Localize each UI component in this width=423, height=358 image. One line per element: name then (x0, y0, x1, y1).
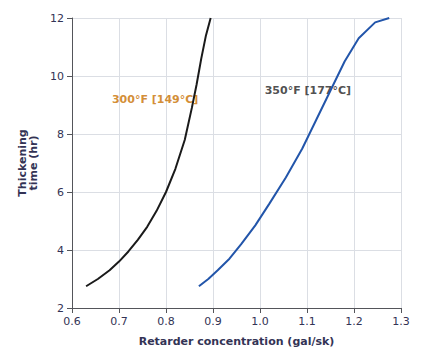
svg-text:2: 2 (57, 302, 64, 315)
svg-text:1.0: 1.0 (251, 315, 269, 328)
svg-text:0.7: 0.7 (110, 315, 128, 328)
svg-text:10: 10 (50, 70, 64, 83)
svg-text:350°F [177°C]: 350°F [177°C] (265, 84, 351, 97)
svg-text:12: 12 (50, 12, 64, 25)
svg-text:300°F [149°C]: 300°F [149°C] (112, 93, 198, 106)
svg-text:0.8: 0.8 (157, 315, 175, 328)
svg-text:4: 4 (57, 244, 64, 257)
svg-text:0.9: 0.9 (204, 315, 222, 328)
svg-text:1.1: 1.1 (298, 315, 316, 328)
svg-text:Retarder concentration (gal/sk: Retarder concentration (gal/sk) (139, 335, 335, 348)
svg-text:1.3: 1.3 (392, 315, 410, 328)
svg-text:time (hr): time (hr) (27, 135, 40, 190)
svg-text:6: 6 (57, 186, 64, 199)
svg-text:0.6: 0.6 (63, 315, 81, 328)
svg-text:Thickening: Thickening (16, 129, 30, 197)
svg-text:8: 8 (57, 128, 64, 141)
svg-text:1.2: 1.2 (345, 315, 363, 328)
